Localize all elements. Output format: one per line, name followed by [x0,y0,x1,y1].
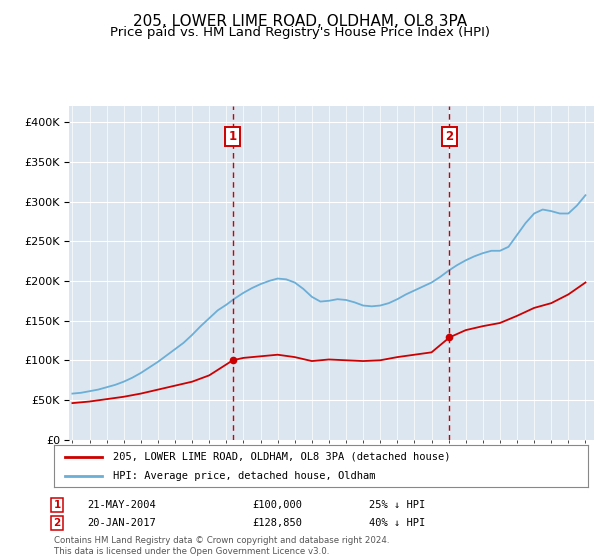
Text: 40% ↓ HPI: 40% ↓ HPI [369,518,425,528]
Text: Contains HM Land Registry data © Crown copyright and database right 2024.
This d: Contains HM Land Registry data © Crown c… [54,536,389,556]
Text: Price paid vs. HM Land Registry's House Price Index (HPI): Price paid vs. HM Land Registry's House … [110,26,490,39]
Text: 205, LOWER LIME ROAD, OLDHAM, OL8 3PA: 205, LOWER LIME ROAD, OLDHAM, OL8 3PA [133,14,467,29]
Text: 25% ↓ HPI: 25% ↓ HPI [369,500,425,510]
Text: 20-JAN-2017: 20-JAN-2017 [87,518,156,528]
Text: 1: 1 [53,500,61,510]
Text: £128,850: £128,850 [252,518,302,528]
Text: 2: 2 [53,518,61,528]
Text: HPI: Average price, detached house, Oldham: HPI: Average price, detached house, Oldh… [113,471,375,481]
Text: 205, LOWER LIME ROAD, OLDHAM, OL8 3PA (detached house): 205, LOWER LIME ROAD, OLDHAM, OL8 3PA (d… [113,451,450,461]
Text: 2: 2 [445,130,454,143]
Text: £100,000: £100,000 [252,500,302,510]
Text: 21-MAY-2004: 21-MAY-2004 [87,500,156,510]
Text: 1: 1 [229,130,237,143]
